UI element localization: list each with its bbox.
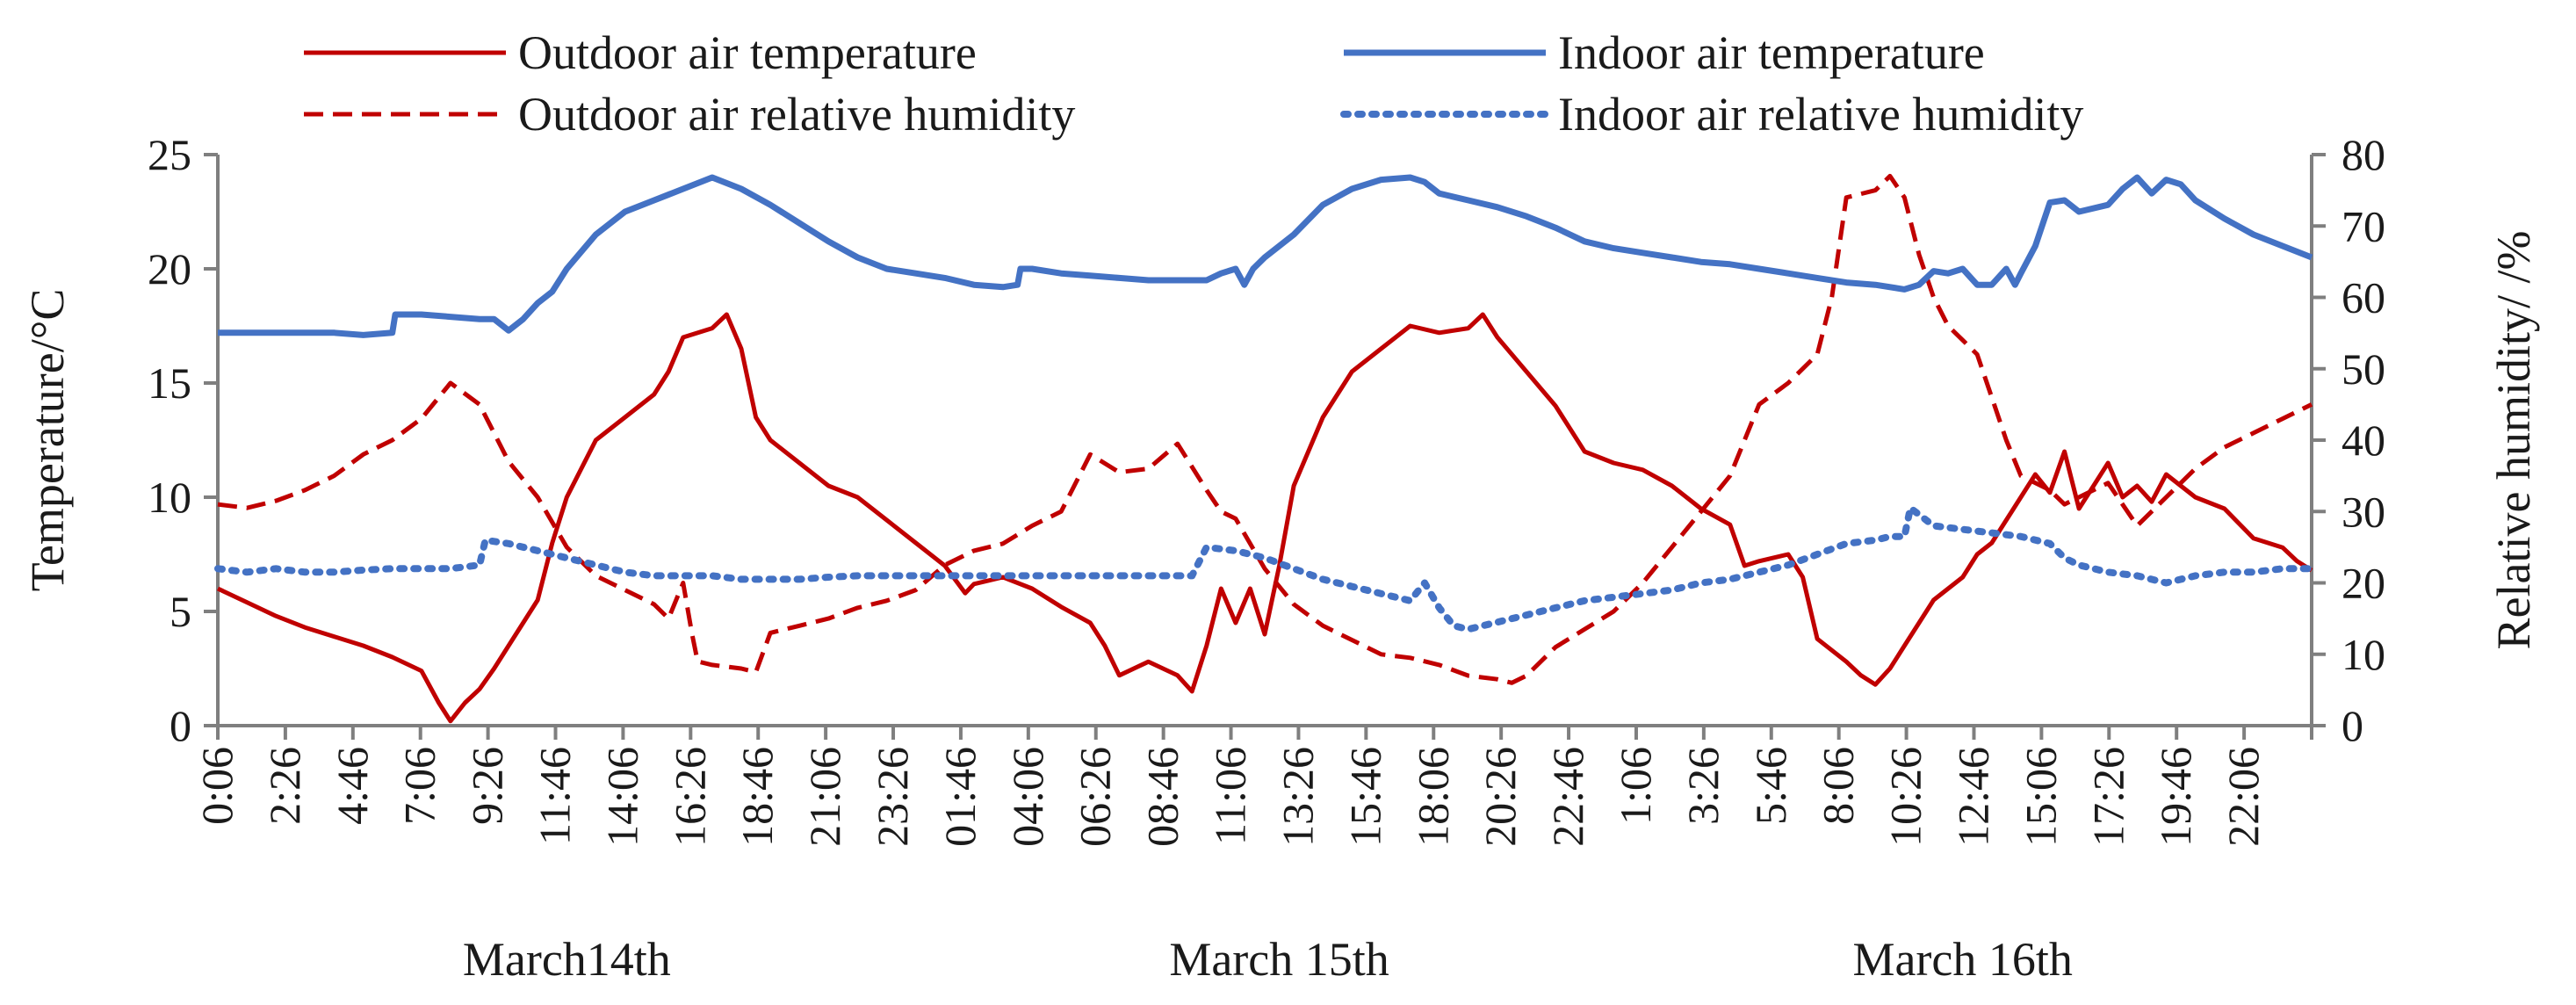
y-right-tick-label: 70 bbox=[2341, 201, 2385, 250]
y-left-tick-label: 5 bbox=[170, 587, 191, 636]
x-tick-label: 4:46 bbox=[328, 747, 377, 825]
x-tick-label: 9:26 bbox=[463, 747, 512, 825]
date-label: March14th bbox=[463, 933, 671, 986]
y-right-tick-label: 10 bbox=[2341, 630, 2385, 679]
y-axis-title-right: Relative humidity/ /% bbox=[2487, 231, 2540, 650]
y-right-tick-label: 40 bbox=[2341, 416, 2385, 465]
date-label: March 15th bbox=[1169, 933, 1389, 986]
date-label: March 16th bbox=[1852, 933, 2072, 986]
x-tick-label: 8:06 bbox=[1814, 747, 1863, 825]
series-group bbox=[214, 173, 2315, 724]
labels-group: Temperature/°C Relative humidity/ /% March… bbox=[21, 231, 2540, 986]
x-tick-label: 08:46 bbox=[1138, 747, 1187, 847]
x-tick-label: 2:26 bbox=[260, 747, 309, 825]
y-left-tick-label: 20 bbox=[148, 244, 191, 293]
legend-label: Outdoor air temperature bbox=[518, 26, 977, 79]
y-left-tick-label: 25 bbox=[148, 130, 191, 179]
x-tick-label: 19:46 bbox=[2151, 747, 2200, 847]
x-tick-label: 14:06 bbox=[597, 747, 646, 847]
legend-label: Indoor air relative humidity bbox=[1558, 88, 2083, 141]
x-tick-label: 18:06 bbox=[1408, 747, 1457, 847]
x-tick-label: 10:26 bbox=[1881, 747, 1930, 847]
series-line-indoor-air-relative-humidity bbox=[214, 504, 2315, 633]
x-tick-label: 17:26 bbox=[2083, 747, 2132, 847]
y-right-tick-label: 20 bbox=[2341, 559, 2385, 608]
x-tick-label: 11:46 bbox=[530, 747, 580, 845]
y-left-tick-label: 0 bbox=[170, 701, 191, 750]
y-right-tick-label: 30 bbox=[2341, 487, 2385, 536]
legend-label: Indoor air temperature bbox=[1558, 26, 1985, 79]
x-tick-label: 7:06 bbox=[395, 747, 444, 825]
x-tick-label: 20:26 bbox=[1476, 747, 1525, 847]
x-tick-label: 23:26 bbox=[868, 747, 917, 847]
series-line-outdoor-air-relative-humidity bbox=[217, 173, 2313, 685]
x-tick-label: 15:46 bbox=[1340, 747, 1389, 847]
x-tick-label: 04:06 bbox=[1003, 747, 1052, 847]
x-tick-label: 13:26 bbox=[1273, 747, 1322, 847]
x-tick-label: 22:06 bbox=[2219, 747, 2268, 847]
x-tick-label: 21:06 bbox=[800, 747, 849, 847]
y-right-tick-label: 50 bbox=[2341, 344, 2385, 394]
y-left-tick-label: 15 bbox=[148, 358, 191, 408]
x-tick-label: 11:06 bbox=[1206, 747, 1255, 845]
y-right-tick-label: 60 bbox=[2341, 273, 2385, 322]
axes-group: 0 5 10 15 20 25 0 10 20 30 40 50 60 70 80 0:06 2:26 4:46 7… bbox=[148, 130, 2385, 847]
x-tick-label: 18:46 bbox=[732, 747, 782, 847]
legend-label: Outdoor air relative humidity bbox=[518, 88, 1075, 141]
series-line-outdoor-air-temperature bbox=[216, 312, 2313, 724]
y-right-tick-label: 80 bbox=[2341, 130, 2385, 179]
x-tick-label: 22:46 bbox=[1543, 747, 1592, 847]
x-tick-label: 15:06 bbox=[2016, 747, 2065, 847]
x-tick-label: 5:46 bbox=[1746, 747, 1795, 825]
x-tick-label: 3:26 bbox=[1678, 747, 1728, 825]
series-line-indoor-air-temperature bbox=[218, 174, 2313, 338]
legend: Outdoor air temperature Indoor air temper… bbox=[304, 26, 2083, 141]
x-tick-label: 12:46 bbox=[1948, 747, 1997, 847]
y-axis-title-left: Temperature/°C bbox=[21, 289, 74, 592]
x-tick-label: 01:46 bbox=[935, 747, 985, 847]
y-right-tick-label: 0 bbox=[2341, 701, 2363, 750]
x-tick-label: 06:26 bbox=[1071, 747, 1120, 847]
x-tick-label: 16:26 bbox=[665, 747, 714, 847]
y-left-tick-label: 10 bbox=[148, 473, 191, 522]
x-tick-label: 0:06 bbox=[192, 747, 242, 825]
x-tick-label: 1:06 bbox=[1611, 747, 1660, 825]
